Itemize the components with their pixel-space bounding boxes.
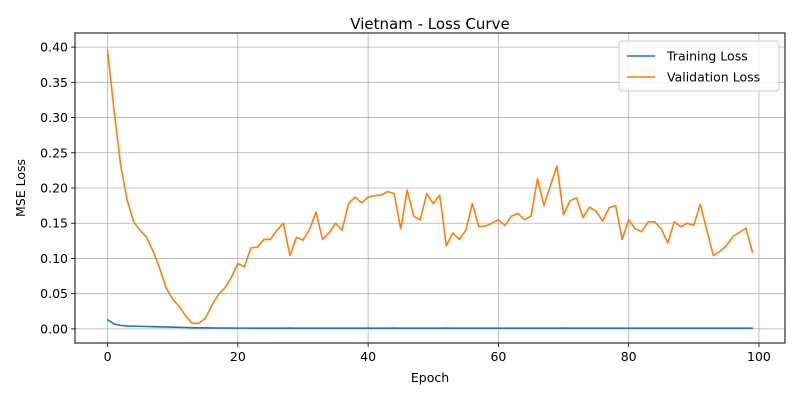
x-tick-label: 80 [621,349,637,364]
y-tick-label: 0.05 [40,286,68,301]
y-tick-label: 0.00 [40,321,68,336]
x-tick-label: 0 [104,349,112,364]
validation-loss-line [106,49,754,325]
x-tick-label: 40 [360,349,376,364]
y-tick-label: 0.20 [40,181,68,196]
y-tick-label: 0.25 [40,145,68,160]
x-axis: 0 20 40 60 80 100 [104,343,771,364]
y-tick-label: 0.15 [40,216,68,231]
x-tick-label: 20 [230,349,246,364]
y-tick-label: 0.35 [40,75,68,90]
y-axis-title: MSE Loss [13,159,28,217]
y-tick-label: 0.30 [40,110,68,125]
grid [75,33,785,343]
series-layer [106,49,754,330]
x-tick-label: 100 [747,349,771,364]
chart-title: Vietnam - Loss Curve [350,15,509,33]
y-tick-label: 0.10 [40,251,68,266]
y-axis: 0.00 0.05 0.10 0.15 0.20 0.25 0.30 0.35 0.40 [40,40,75,336]
x-axis-title: Epoch [411,370,449,385]
training-loss-line [106,318,754,330]
x-tick-label: 60 [490,349,506,364]
legend: Training Loss Validation Loss [618,40,780,92]
legend-label-validation: Validation Loss [667,70,760,85]
y-tick-label: 0.40 [40,40,68,55]
legend-box [618,40,780,92]
legend-label-training: Training Loss [666,49,748,64]
